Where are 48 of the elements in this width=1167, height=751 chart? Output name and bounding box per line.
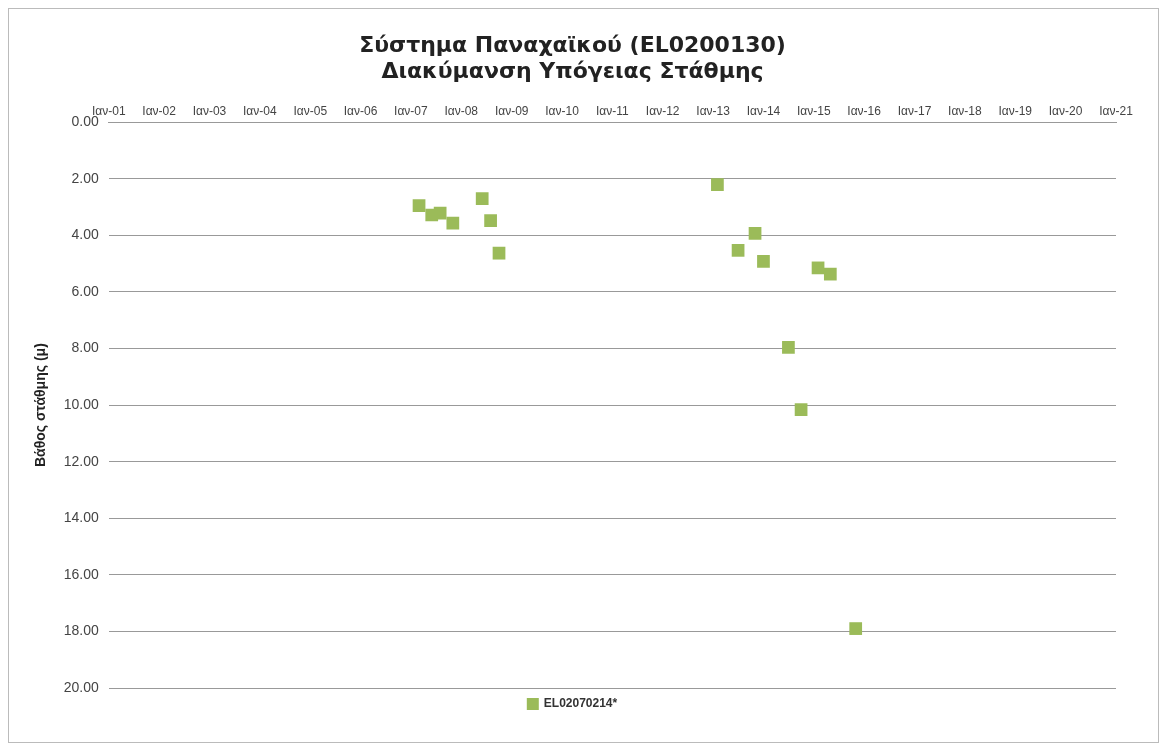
x-tick-label: Ιαν-12	[645, 104, 680, 119]
y-tick-label: 14.00	[63, 509, 100, 526]
chart-subtitle: Διακύμανση Υπόγειας Στάθμης	[381, 58, 764, 84]
point	[794, 403, 808, 416]
x-tick-label: Ιαν-20	[1048, 104, 1083, 119]
point	[475, 192, 489, 205]
x-tick-label: Ιαν-06	[343, 104, 378, 119]
x-tick-label: Ιαν-05	[293, 104, 328, 119]
point	[731, 243, 745, 257]
x-tick-label: Ιαν-10	[545, 104, 580, 119]
x-tick-label: Ιαν-08	[444, 104, 479, 119]
x-tick-label: Ιαν-19	[998, 104, 1033, 119]
y-tick-label: 6.00	[71, 282, 100, 299]
x-tick-label: Ιαν-11	[595, 104, 630, 119]
x-tick-label: Ιαν-15	[796, 104, 831, 119]
chart-title: Σύστημα Παναχαϊκού (EL0200130)	[359, 31, 786, 57]
x-tick-label: Ιαν-04	[242, 104, 277, 119]
x-tick-label: Ιαν-18	[948, 104, 983, 119]
x-tick-label: Ιαν-13	[696, 104, 731, 119]
legend-label: EL02070214*	[543, 696, 618, 711]
point	[484, 214, 497, 228]
y-tick-label: 10.00	[63, 395, 100, 412]
x-tick-label: Ιαν-21	[1099, 104, 1134, 119]
y-tick-label: 4.00	[71, 226, 100, 243]
x-tick-label: Ιαν-14	[746, 104, 781, 119]
point	[711, 178, 724, 192]
y-tick-label: 2.00	[71, 169, 100, 186]
x-tick-label: Ιαν-09	[494, 104, 529, 119]
point	[412, 199, 426, 213]
point	[446, 216, 460, 230]
point	[849, 622, 863, 635]
y-tick-label: 12.00	[63, 452, 100, 469]
y-tick-label: 20.00	[63, 678, 100, 695]
point	[748, 227, 762, 240]
x-tick-label: Ιαν-02	[142, 104, 177, 119]
x-tick-label: Ιαν-16	[847, 104, 882, 119]
y-tick-label: 8.00	[71, 339, 100, 356]
point	[782, 341, 795, 354]
point	[433, 206, 447, 220]
point	[823, 267, 837, 281]
y-tick-label: 18.00	[63, 622, 100, 639]
point	[757, 255, 770, 268]
x-tick-label: Ιαν-07	[394, 104, 429, 119]
point	[492, 246, 506, 260]
y-tick-label: 16.00	[63, 565, 100, 582]
x-tick-label: Ιαν-17	[897, 104, 932, 119]
y-axis-title: Βάθος στάθμης (μ)	[32, 343, 49, 467]
x-tick-label: Ιαν-03	[192, 104, 227, 119]
